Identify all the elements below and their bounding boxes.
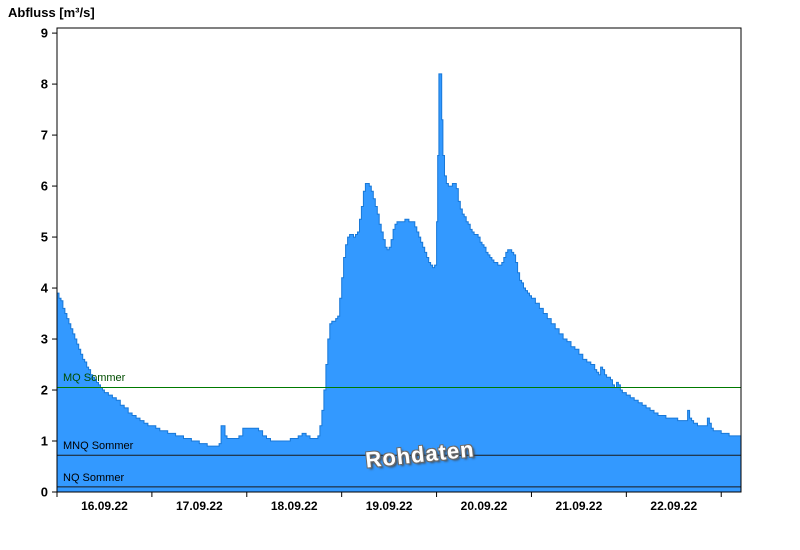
svg-text:1: 1: [41, 434, 48, 449]
svg-text:21.09.22: 21.09.22: [556, 499, 603, 513]
mnq-sommer-label: MNQ Sommer: [63, 440, 134, 453]
y-axis: 0 1 2 3 4 5 6 7 8 9: [41, 26, 57, 500]
svg-text:19.09.22: 19.09.22: [366, 499, 413, 513]
svg-text:3: 3: [41, 332, 48, 347]
svg-text:8: 8: [41, 77, 48, 92]
svg-text:18.09.22: 18.09.22: [271, 499, 318, 513]
svg-text:9: 9: [41, 26, 48, 41]
svg-text:20.09.22: 20.09.22: [461, 499, 508, 513]
svg-text:17.09.22: 17.09.22: [176, 499, 223, 513]
reference-lines: [57, 386, 741, 488]
chart-title: Abfluss [m³/s]: [8, 5, 95, 20]
svg-text:7: 7: [41, 128, 48, 143]
svg-text:0: 0: [41, 485, 48, 500]
x-axis: 16.09.22 17.09.22 18.09.22 19.09.22 20.09.22…: [56, 492, 722, 513]
mq-sommer-label: MQ Sommer: [63, 372, 126, 385]
svg-text:2: 2: [41, 383, 48, 398]
svg-text:5: 5: [41, 230, 48, 245]
svg-text:4: 4: [41, 281, 49, 296]
svg-text:6: 6: [41, 179, 48, 194]
svg-text:22.09.22: 22.09.22: [650, 499, 697, 513]
svg-text:16.09.22: 16.09.22: [81, 499, 128, 513]
axes-frame: [56, 27, 742, 493]
area-series: [56, 73, 742, 493]
nq-sommer-label: NQ Sommer: [63, 471, 125, 484]
